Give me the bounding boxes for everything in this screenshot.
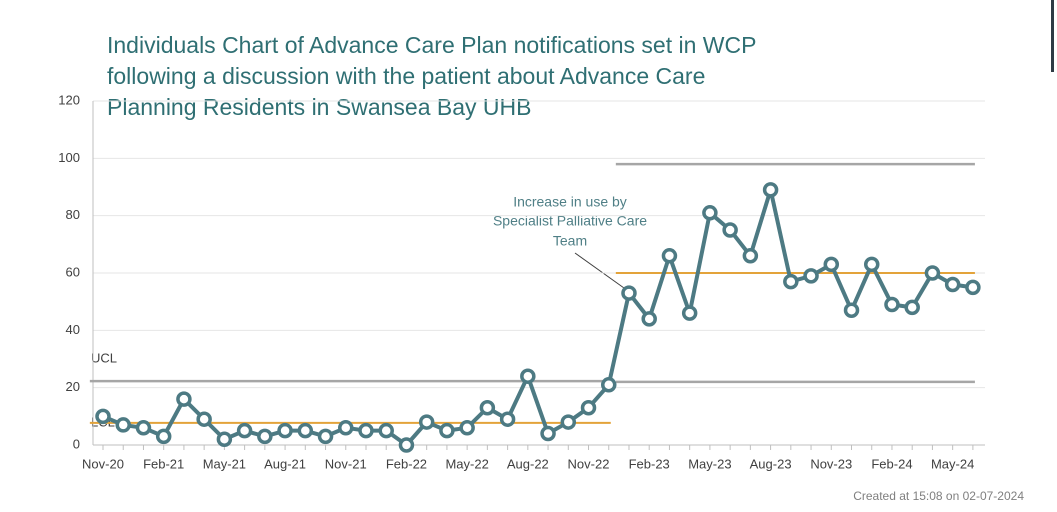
data-point	[904, 299, 920, 316]
ucl-label: UCL	[91, 350, 117, 365]
y-tick-label: 120	[58, 92, 80, 107]
data-point	[843, 302, 860, 319]
data-point	[155, 428, 172, 445]
data-point	[277, 422, 293, 439]
data-point	[499, 411, 516, 427]
x-tick-label: Feb-22	[386, 456, 427, 471]
x-tick-label: Nov-22	[568, 456, 610, 471]
data-point	[216, 431, 233, 448]
y-tick-label: 100	[58, 150, 80, 165]
data-point	[823, 256, 840, 273]
data-point	[621, 285, 637, 301]
data-point	[115, 417, 131, 433]
y-tick-label: 40	[66, 322, 80, 337]
annotation: Specialist Palliative Care	[493, 213, 647, 229]
data-point	[378, 422, 394, 439]
data-point	[863, 256, 880, 273]
x-tick-label: Nov-23	[810, 456, 852, 471]
data-point	[965, 279, 981, 296]
y-tick-label: 80	[66, 207, 80, 222]
data-point	[742, 248, 759, 264]
data-point	[803, 268, 819, 284]
chart-title: Planning Residents in Swansea Bay UHB	[107, 94, 531, 120]
x-tick-label: Aug-21	[264, 456, 306, 471]
data-point	[398, 437, 415, 453]
data-point	[560, 414, 577, 430]
data-point	[702, 205, 718, 221]
x-tick-label: May-21	[203, 456, 246, 471]
data-point	[762, 182, 779, 198]
data-point	[661, 248, 678, 264]
x-tick-label: Aug-22	[507, 456, 549, 471]
chart-title: Individuals Chart of Advance Care Plan n…	[107, 32, 756, 58]
x-tick-label: May-22	[445, 456, 488, 471]
data-point	[580, 399, 597, 416]
edge-bar	[1051, 0, 1054, 72]
x-tick-label: May-24	[931, 456, 974, 471]
data-point	[783, 273, 799, 290]
data-point	[358, 422, 374, 439]
data-point	[418, 414, 435, 430]
data-point	[95, 408, 111, 425]
data-point	[944, 276, 961, 293]
x-tick-label: Nov-21	[325, 456, 367, 471]
x-tick-label: Feb-21	[143, 456, 184, 471]
data-point	[257, 428, 273, 445]
data-point	[439, 422, 455, 439]
data-point	[479, 399, 496, 416]
annotation: Team	[553, 233, 587, 249]
data-point	[722, 222, 738, 238]
data-point	[601, 377, 617, 393]
annotation-arrow	[574, 252, 625, 289]
data-point	[459, 420, 475, 436]
data-point	[520, 368, 536, 384]
data-point	[196, 411, 212, 427]
x-tick-label: Feb-23	[629, 456, 670, 471]
data-point	[681, 305, 698, 321]
chart-title: following a discussion with the patient …	[107, 63, 705, 89]
y-tick-label: 20	[66, 379, 80, 394]
data-point	[297, 422, 314, 439]
data-point	[338, 420, 354, 436]
y-tick-label: 0	[73, 436, 80, 451]
footer: Created at 15:08 on 02-07-2024	[853, 489, 1024, 503]
data-point	[641, 311, 657, 327]
x-tick-label: May-23	[688, 456, 731, 471]
annotation: Increase in use by	[513, 194, 627, 210]
data-point	[540, 425, 556, 442]
data-point	[317, 428, 334, 445]
data-point	[176, 391, 192, 407]
x-tick-label: Feb-24	[871, 456, 912, 471]
data-point	[884, 296, 900, 313]
data-point	[236, 422, 253, 439]
x-tick-label: Aug-23	[750, 456, 792, 471]
x-tick-label: Nov-20	[82, 456, 124, 471]
data-point	[924, 265, 941, 281]
data-point	[135, 420, 152, 436]
y-tick-label: 60	[66, 264, 80, 279]
